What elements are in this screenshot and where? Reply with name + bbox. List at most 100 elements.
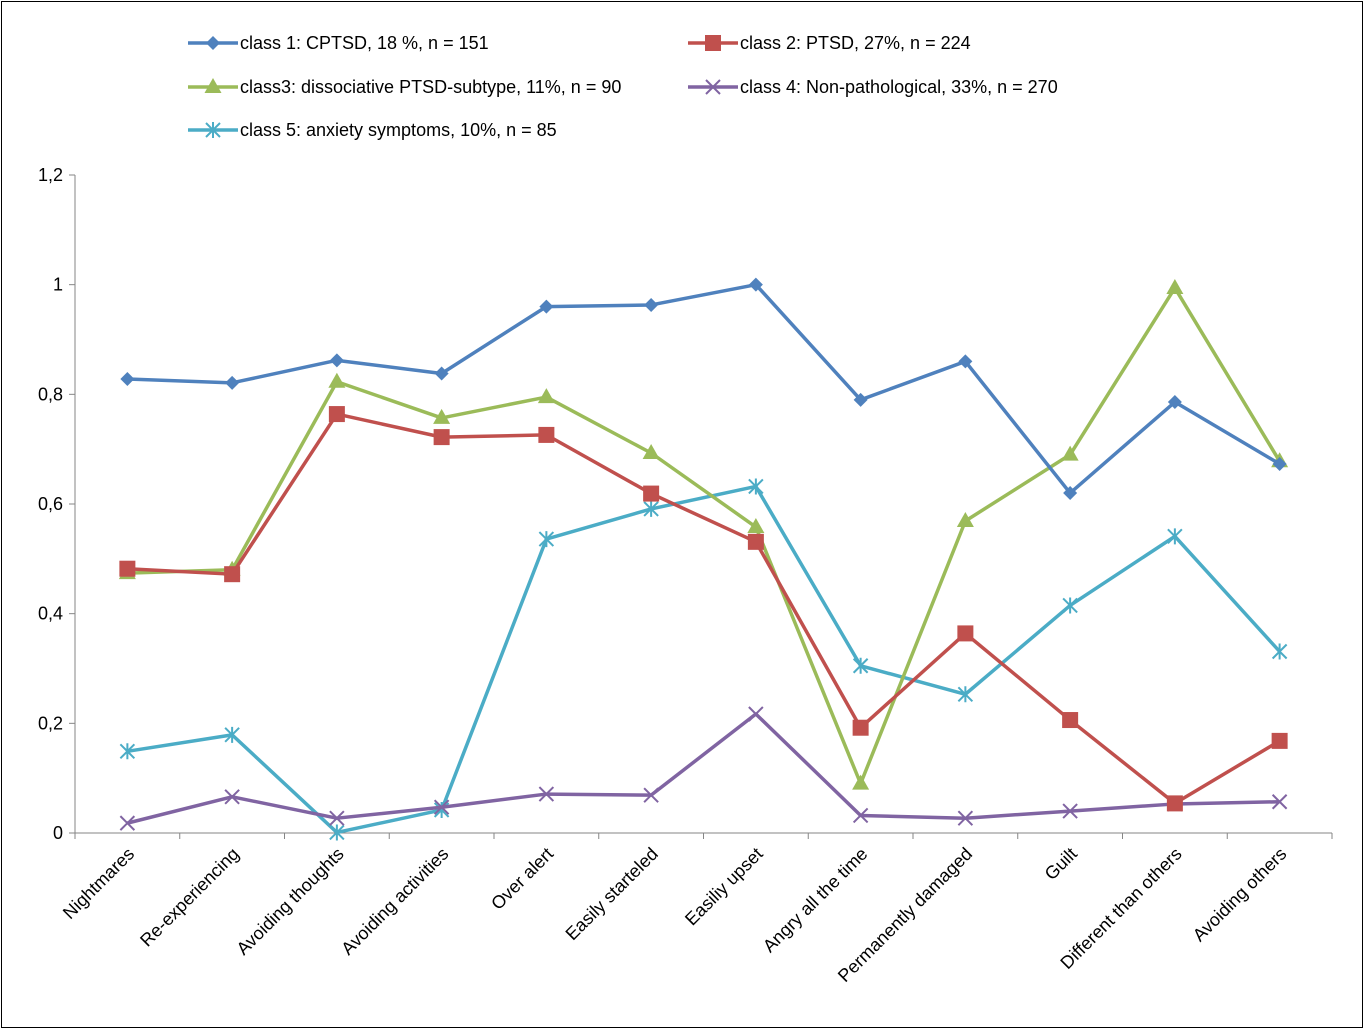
series-4: [119, 706, 1288, 831]
data-point: [1271, 643, 1288, 660]
y-tick-label: 0,6: [38, 494, 63, 514]
data-point: [1063, 486, 1078, 501]
legend-item-class-3: class3: dissociative PTSD-subtype, 11%, …: [188, 74, 621, 100]
data-point: [119, 743, 136, 760]
data-point: [539, 299, 554, 314]
legend-marker: [205, 122, 221, 138]
data-point: [119, 560, 136, 577]
legend-label: class 1: CPTSD, 18 %, n = 151: [240, 32, 489, 53]
legend-marker: [206, 36, 220, 50]
data-point: [957, 625, 974, 642]
y-tick-label: 0,2: [38, 713, 63, 733]
data-point: [1272, 456, 1287, 471]
y-tick-label: 0,4: [38, 604, 63, 624]
legend-marker-diamond-icon: [188, 36, 238, 50]
legend-label: class 5: anxiety symptoms, 10%, n = 85: [240, 119, 557, 140]
legend-item-class-1: class 1: CPTSD, 18 %, n = 151: [188, 30, 489, 56]
series-line: [127, 286, 1282, 786]
data-point: [328, 372, 346, 388]
data-point: [538, 786, 555, 802]
series-line: [127, 282, 1281, 495]
y-tick-label: 0,8: [38, 384, 63, 404]
y-tick-label: 1,2: [38, 165, 63, 185]
data-point: [747, 533, 764, 550]
series-1: [120, 277, 1287, 501]
series-line: [127, 412, 1281, 806]
data-point: [957, 810, 974, 826]
data-point: [1271, 732, 1288, 749]
data-point: [643, 787, 659, 803]
data-point: [537, 388, 555, 404]
legend-marker: [705, 35, 721, 51]
x-tick-label: Nightmares: [59, 844, 138, 923]
data-point: [747, 518, 765, 534]
x-tick-label: Easiliy upset: [681, 844, 767, 930]
data-point: [642, 444, 660, 460]
data-point: [643, 485, 660, 502]
legend-marker-star-icon: [188, 122, 238, 138]
data-point: [329, 353, 344, 368]
legend-label: class 2: PTSD, 27%, n = 224: [740, 32, 971, 53]
data-point: [1062, 803, 1078, 819]
legend-marker-square-icon: [688, 35, 738, 51]
series-2: [119, 406, 1288, 812]
data-point: [1166, 795, 1183, 812]
data-point: [643, 500, 659, 517]
data-point: [852, 774, 870, 790]
series-line: [126, 712, 1280, 825]
data-point: [328, 406, 345, 423]
data-point: [1167, 395, 1182, 410]
x-tick-label: Guilt: [1041, 844, 1081, 884]
series-line: [127, 484, 1281, 835]
x-tick-label: Angry all the time: [759, 844, 871, 956]
x-tick-label: Re-experiencing: [136, 844, 243, 951]
y-tick-label: 1: [53, 275, 63, 295]
data-point: [852, 807, 869, 824]
legend-label: class 4: Non-pathological, 33%, n = 270: [740, 76, 1058, 97]
data-point: [852, 657, 869, 674]
data-point: [224, 566, 241, 583]
x-tick-label: Different than others: [1056, 844, 1185, 973]
data-point: [958, 354, 973, 369]
x-tick-label: Easily starteled: [562, 844, 662, 944]
data-point: [1061, 445, 1079, 461]
legend-item-class-5: class 5: anxiety symptoms, 10%, n = 85: [188, 117, 557, 143]
series-3: [118, 278, 1289, 790]
data-point: [224, 726, 240, 743]
data-point: [748, 706, 764, 722]
legend-marker-triangle-icon: [188, 78, 238, 93]
data-point: [538, 426, 555, 443]
data-point: [1167, 528, 1183, 545]
x-tick-label: Over alert: [487, 844, 557, 914]
data-point: [119, 815, 136, 831]
data-point: [1062, 597, 1078, 614]
x-tick-label: Avoiding activities: [337, 844, 452, 959]
legend-item-class-4: class 4: Non-pathological, 33%, n = 270: [688, 74, 1058, 100]
data-point: [853, 392, 868, 407]
x-tick-label: Avoiding others: [1189, 844, 1291, 946]
data-point: [957, 686, 974, 703]
data-point: [748, 277, 763, 292]
data-point: [224, 789, 240, 805]
data-point: [433, 799, 450, 815]
legend-marker-x-icon: [688, 79, 738, 95]
data-point: [1271, 794, 1288, 810]
data-point: [329, 824, 345, 841]
legend-item-class-2: class 2: PTSD, 27%, n = 224: [688, 30, 971, 56]
y-tick-label: 0: [53, 823, 63, 843]
data-point: [434, 366, 449, 381]
data-point: [644, 297, 659, 312]
legend-label: class3: dissociative PTSD-subtype, 11%, …: [240, 76, 622, 97]
legend-marker: [705, 79, 721, 95]
series-5: [119, 478, 1288, 841]
data-point: [1062, 712, 1079, 729]
data-point: [1166, 278, 1184, 294]
data-point: [748, 478, 764, 495]
data-point: [538, 531, 555, 548]
data-point: [329, 810, 345, 826]
x-tick-label: Avoiding thoughts: [233, 844, 348, 959]
legend-marker: [204, 78, 222, 93]
data-point: [225, 375, 240, 390]
